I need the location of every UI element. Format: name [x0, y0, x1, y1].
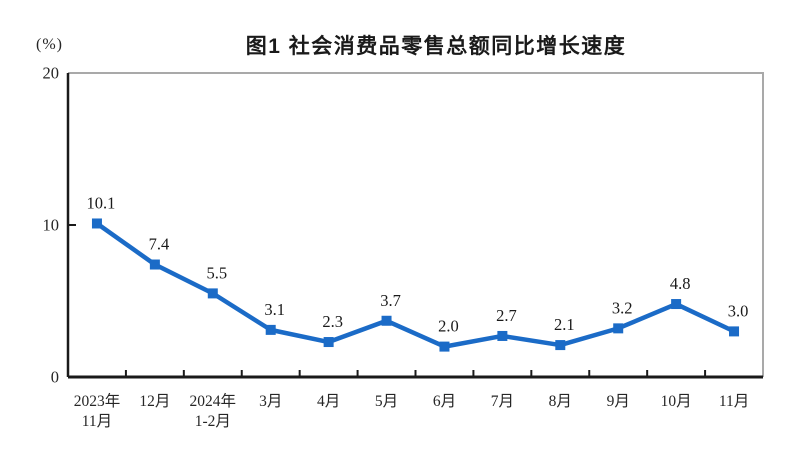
data-point-label: 5.5	[206, 263, 227, 282]
y-tick-label: 20	[43, 64, 60, 83]
y-tick-label: 0	[51, 368, 59, 387]
x-category-label: 7月	[491, 393, 514, 410]
chart-title: 图1 社会消费品零售总额同比增长速度	[245, 35, 627, 58]
x-category-label: 8月	[549, 393, 572, 410]
data-point-marker	[671, 299, 682, 310]
data-point-marker	[381, 315, 392, 326]
data-point-label: 7.4	[149, 235, 170, 254]
data-point-label: 3.2	[612, 298, 633, 317]
x-category-label: 6月	[433, 393, 456, 410]
data-point-marker	[91, 218, 102, 229]
x-category-label: 2024年 1-2月	[190, 392, 237, 430]
data-point-label: 2.0	[438, 317, 459, 336]
x-category-label: 11月	[719, 393, 749, 410]
data-point-marker	[729, 326, 740, 337]
data-point-marker	[265, 324, 276, 335]
x-category-label: 2023年 11月	[74, 392, 121, 430]
plot-frame	[68, 72, 764, 377]
data-point-label: 4.8	[670, 274, 691, 293]
data-point-marker	[497, 330, 508, 341]
data-point-marker	[613, 323, 624, 334]
x-category-label: 12月	[139, 393, 170, 410]
data-point-label: 3.7	[380, 291, 401, 310]
x-category-label: 4月	[317, 393, 340, 410]
data-point-marker	[555, 340, 566, 351]
x-category-label: 3月	[259, 393, 282, 410]
data-point-label: 3.1	[264, 300, 285, 319]
data-point-marker	[149, 259, 160, 270]
x-category-label: 9月	[607, 393, 630, 410]
data-point-marker	[439, 341, 450, 352]
data-point-label: 10.1	[87, 193, 116, 212]
data-point-label: 2.7	[496, 306, 517, 325]
data-point-label: 3.0	[728, 301, 749, 320]
data-point-label: 2.3	[322, 312, 343, 331]
data-point-marker	[323, 337, 334, 348]
data-point-label: 2.1	[554, 315, 575, 334]
data-point-marker	[207, 288, 218, 299]
data-series-line	[94, 221, 737, 349]
y-axis-unit-label: (%)	[36, 36, 63, 53]
x-category-label: 10月	[661, 393, 692, 410]
y-tick-label: 10	[43, 216, 60, 235]
x-category-label: 5月	[375, 393, 398, 410]
